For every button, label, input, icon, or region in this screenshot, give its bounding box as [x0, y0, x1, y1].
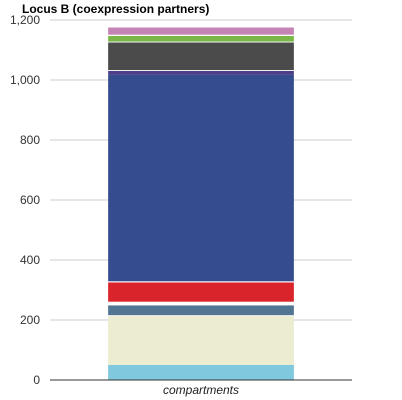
- y-tick-label-1200: 1,200: [10, 13, 40, 27]
- y-tick-label-1000: 1,000: [10, 73, 40, 87]
- y-tick-label-800: 800: [20, 133, 40, 147]
- bar-segment-13[interactable]: [108, 35, 294, 42]
- bar-segment-9[interactable]: [108, 71, 294, 75]
- bar-segment-15[interactable]: [108, 27, 294, 35]
- bar-segment-11[interactable]: [108, 42, 294, 71]
- chart-title: Locus B (coexpression partners): [22, 2, 210, 16]
- y-tick-label-0: 0: [33, 373, 40, 387]
- y-tick-label-200: 200: [20, 313, 40, 327]
- bar-segment-2[interactable]: [108, 316, 294, 365]
- bar-segment-8[interactable]: [108, 74, 294, 282]
- bar-segment-4[interactable]: [108, 305, 294, 316]
- bar-segments: [108, 27, 294, 380]
- bar-segment-14[interactable]: [108, 34, 294, 36]
- bar-segment-7[interactable]: [108, 281, 294, 283]
- bar-segment-3[interactable]: [108, 315, 294, 317]
- axes: 0 200 400 600 800 1,000 1,200 compartments: [10, 13, 352, 397]
- bar-segment-12[interactable]: [108, 41, 294, 43]
- y-tick-label-400: 400: [20, 253, 40, 267]
- bar-segment-6[interactable]: [108, 282, 294, 302]
- bar-segment-10[interactable]: [108, 70, 294, 71]
- x-category-label: compartments: [163, 383, 239, 397]
- y-tick-label-600: 600: [20, 193, 40, 207]
- bar-segment-1[interactable]: [108, 365, 294, 380]
- bar-segment-5[interactable]: [108, 301, 294, 306]
